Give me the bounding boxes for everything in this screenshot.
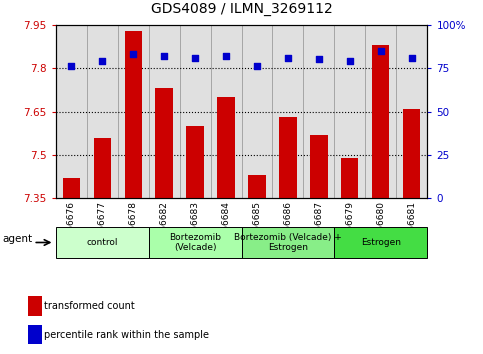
Point xyxy=(346,58,354,64)
Bar xyxy=(62,178,80,198)
Text: percentile rank within the sample: percentile rank within the sample xyxy=(44,330,209,340)
Point xyxy=(67,64,75,69)
Text: agent: agent xyxy=(3,234,33,244)
FancyBboxPatch shape xyxy=(56,227,149,258)
FancyBboxPatch shape xyxy=(211,25,242,198)
FancyBboxPatch shape xyxy=(180,25,211,198)
Text: GDS4089 / ILMN_3269112: GDS4089 / ILMN_3269112 xyxy=(151,2,332,16)
Bar xyxy=(156,88,172,198)
Point xyxy=(160,53,168,59)
Bar xyxy=(28,296,42,315)
Point xyxy=(253,64,261,69)
Bar xyxy=(403,109,421,198)
Bar xyxy=(372,45,389,198)
Text: transformed count: transformed count xyxy=(44,301,135,311)
Point xyxy=(129,51,137,57)
Point xyxy=(222,53,230,59)
Bar xyxy=(341,158,358,198)
Bar xyxy=(28,325,42,344)
FancyBboxPatch shape xyxy=(242,227,334,258)
Bar xyxy=(94,138,111,198)
FancyBboxPatch shape xyxy=(149,227,242,258)
FancyBboxPatch shape xyxy=(149,25,180,198)
FancyBboxPatch shape xyxy=(303,25,334,198)
FancyBboxPatch shape xyxy=(86,25,117,198)
Text: Estrogen: Estrogen xyxy=(361,238,401,247)
Bar xyxy=(311,135,327,198)
Point xyxy=(315,57,323,62)
FancyBboxPatch shape xyxy=(366,25,397,198)
FancyBboxPatch shape xyxy=(334,25,366,198)
FancyBboxPatch shape xyxy=(56,25,86,198)
Text: Bortezomib (Velcade) +
Estrogen: Bortezomib (Velcade) + Estrogen xyxy=(234,233,342,252)
Point xyxy=(98,58,106,64)
Bar xyxy=(280,117,297,198)
FancyBboxPatch shape xyxy=(334,227,427,258)
FancyBboxPatch shape xyxy=(272,25,303,198)
Point xyxy=(408,55,416,61)
Point xyxy=(377,48,385,53)
Text: control: control xyxy=(86,238,118,247)
Point xyxy=(284,55,292,61)
Text: Bortezomib
(Velcade): Bortezomib (Velcade) xyxy=(169,233,221,252)
Bar xyxy=(217,97,235,198)
Bar xyxy=(125,30,142,198)
FancyBboxPatch shape xyxy=(117,25,149,198)
Point xyxy=(191,55,199,61)
Bar xyxy=(186,126,203,198)
FancyBboxPatch shape xyxy=(242,25,272,198)
FancyBboxPatch shape xyxy=(397,25,427,198)
Bar xyxy=(248,175,266,198)
